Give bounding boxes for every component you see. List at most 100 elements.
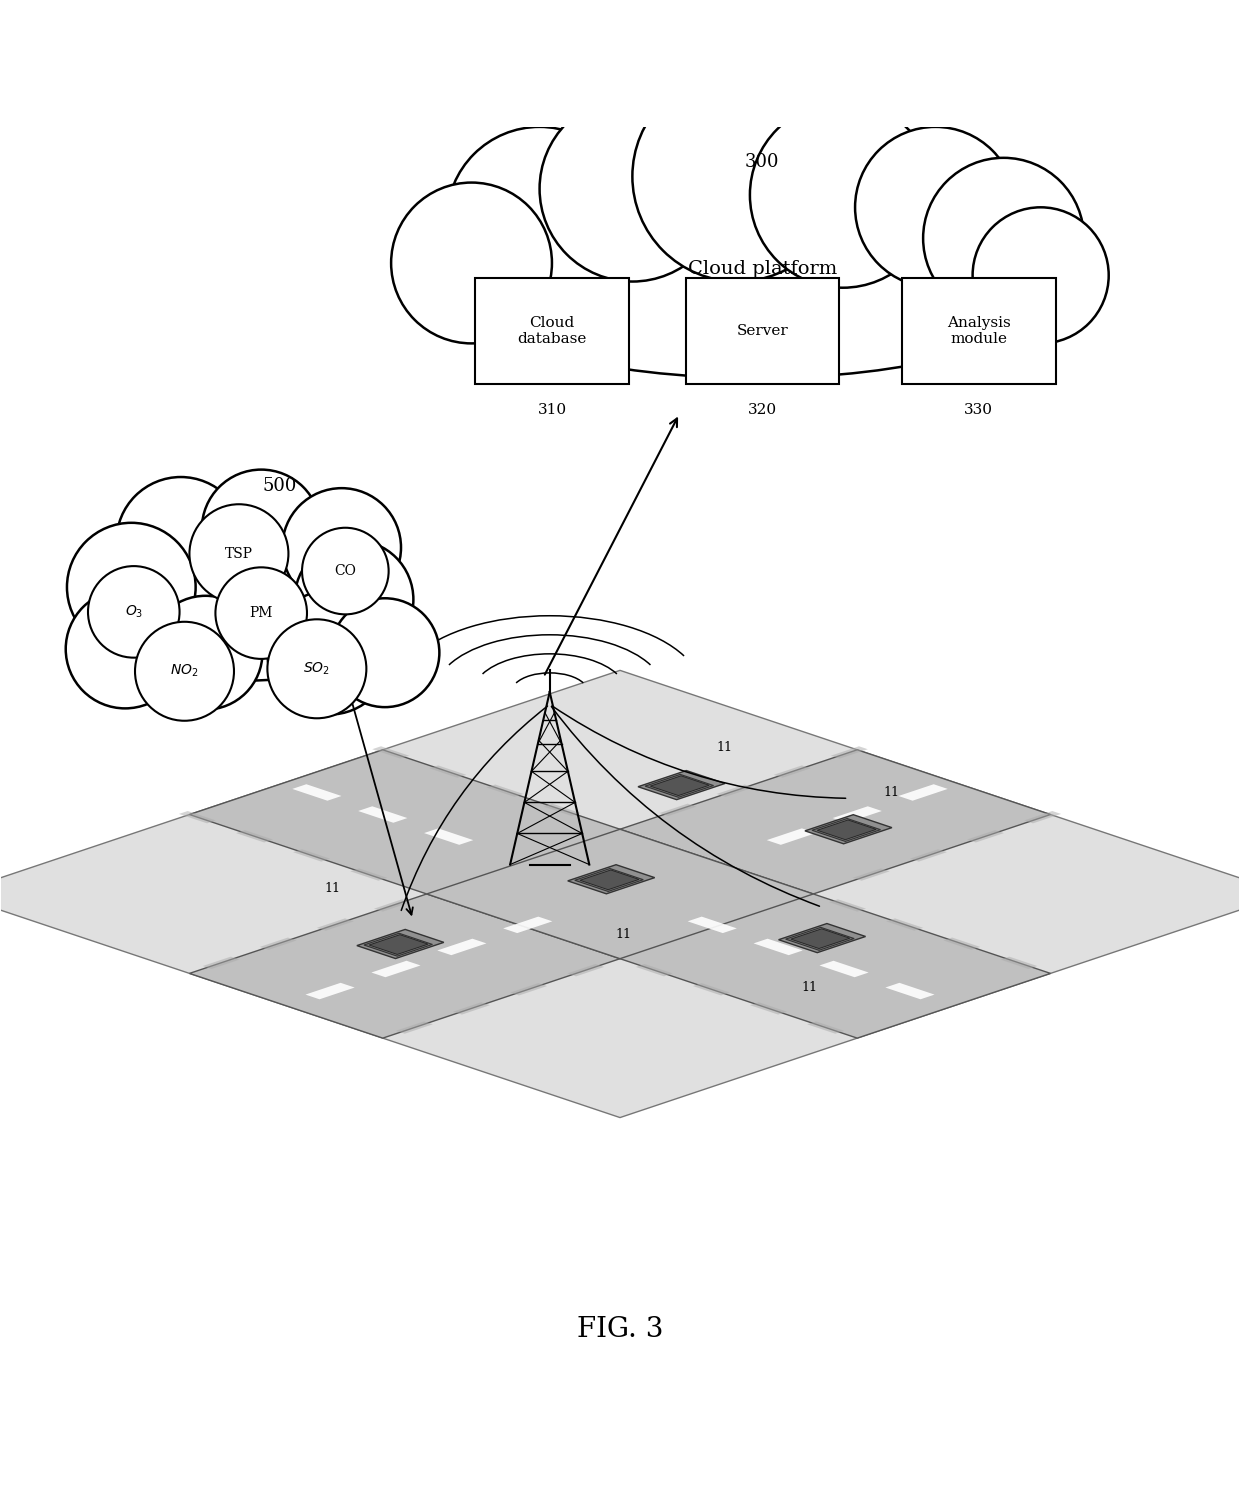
- Text: $NO_2$: $NO_2$: [170, 663, 198, 680]
- Polygon shape: [967, 830, 1004, 842]
- Text: TSP: TSP: [224, 547, 253, 561]
- Circle shape: [539, 95, 725, 282]
- Polygon shape: [190, 750, 1050, 1038]
- Polygon shape: [293, 850, 330, 862]
- Polygon shape: [688, 917, 737, 933]
- Circle shape: [216, 568, 308, 659]
- Text: 11: 11: [325, 881, 340, 895]
- Text: PM: PM: [249, 607, 273, 620]
- Polygon shape: [786, 927, 854, 950]
- Polygon shape: [832, 807, 882, 823]
- Polygon shape: [503, 917, 552, 933]
- Polygon shape: [0, 671, 1240, 1118]
- Circle shape: [117, 477, 246, 605]
- Polygon shape: [831, 747, 868, 759]
- Polygon shape: [350, 868, 387, 881]
- Polygon shape: [779, 923, 866, 953]
- Text: $SO_2$: $SO_2$: [304, 661, 330, 677]
- FancyBboxPatch shape: [901, 277, 1055, 385]
- Polygon shape: [486, 784, 523, 796]
- Polygon shape: [293, 784, 341, 801]
- Polygon shape: [887, 918, 923, 930]
- Circle shape: [66, 589, 185, 708]
- Polygon shape: [636, 965, 673, 977]
- Circle shape: [268, 619, 366, 719]
- Polygon shape: [363, 933, 433, 956]
- Circle shape: [268, 590, 391, 714]
- Polygon shape: [693, 983, 730, 996]
- Polygon shape: [567, 965, 604, 977]
- FancyBboxPatch shape: [475, 277, 629, 385]
- Ellipse shape: [94, 538, 403, 680]
- Polygon shape: [438, 939, 486, 956]
- Polygon shape: [820, 960, 869, 977]
- Polygon shape: [807, 1021, 844, 1033]
- Polygon shape: [427, 829, 813, 959]
- Polygon shape: [429, 765, 466, 778]
- Polygon shape: [580, 869, 639, 890]
- Polygon shape: [817, 820, 877, 839]
- Circle shape: [972, 207, 1109, 343]
- Circle shape: [391, 182, 552, 343]
- Polygon shape: [305, 983, 355, 999]
- Polygon shape: [396, 1021, 433, 1033]
- Polygon shape: [370, 935, 428, 954]
- Polygon shape: [372, 747, 409, 759]
- Circle shape: [67, 523, 196, 652]
- Circle shape: [923, 158, 1084, 319]
- Circle shape: [202, 470, 321, 589]
- Circle shape: [135, 622, 234, 720]
- Polygon shape: [853, 868, 890, 881]
- Text: 500: 500: [263, 477, 296, 495]
- Text: Server: Server: [737, 324, 789, 338]
- Text: 330: 330: [965, 403, 993, 417]
- Polygon shape: [830, 899, 866, 911]
- Polygon shape: [510, 983, 547, 996]
- Circle shape: [446, 127, 632, 313]
- Text: CO: CO: [335, 564, 356, 579]
- FancyBboxPatch shape: [686, 277, 839, 385]
- Polygon shape: [259, 938, 296, 950]
- Polygon shape: [1024, 811, 1061, 823]
- Polygon shape: [805, 814, 892, 844]
- Polygon shape: [660, 804, 697, 816]
- Text: 310: 310: [537, 403, 567, 417]
- Polygon shape: [910, 850, 947, 862]
- Polygon shape: [650, 775, 709, 796]
- Polygon shape: [236, 830, 273, 842]
- Polygon shape: [357, 929, 444, 959]
- Polygon shape: [750, 1002, 787, 1014]
- Polygon shape: [639, 771, 725, 799]
- Polygon shape: [944, 938, 981, 950]
- Polygon shape: [899, 784, 947, 801]
- Polygon shape: [812, 819, 880, 841]
- Polygon shape: [543, 804, 580, 816]
- Polygon shape: [374, 899, 410, 911]
- Text: 300: 300: [745, 152, 780, 170]
- Circle shape: [856, 127, 1016, 288]
- Text: 11: 11: [802, 981, 817, 994]
- Text: 11: 11: [884, 786, 900, 799]
- Polygon shape: [754, 939, 802, 956]
- Circle shape: [632, 72, 843, 282]
- Circle shape: [149, 596, 263, 710]
- Polygon shape: [358, 807, 408, 823]
- Text: 11: 11: [615, 929, 631, 941]
- Text: Analysis
module: Analysis module: [947, 316, 1011, 346]
- Polygon shape: [317, 918, 353, 930]
- Polygon shape: [202, 957, 239, 969]
- Text: Cloud
database: Cloud database: [517, 316, 587, 346]
- Polygon shape: [453, 1002, 490, 1014]
- Polygon shape: [885, 983, 935, 999]
- Polygon shape: [190, 750, 1050, 1038]
- Circle shape: [295, 540, 413, 659]
- Circle shape: [283, 488, 401, 607]
- Polygon shape: [575, 869, 644, 892]
- Circle shape: [88, 567, 180, 658]
- Text: FIG. 3: FIG. 3: [577, 1317, 663, 1343]
- Polygon shape: [179, 811, 216, 823]
- Polygon shape: [1001, 957, 1038, 969]
- Text: $O_3$: $O_3$: [125, 604, 143, 620]
- Polygon shape: [645, 774, 713, 798]
- Polygon shape: [717, 784, 754, 796]
